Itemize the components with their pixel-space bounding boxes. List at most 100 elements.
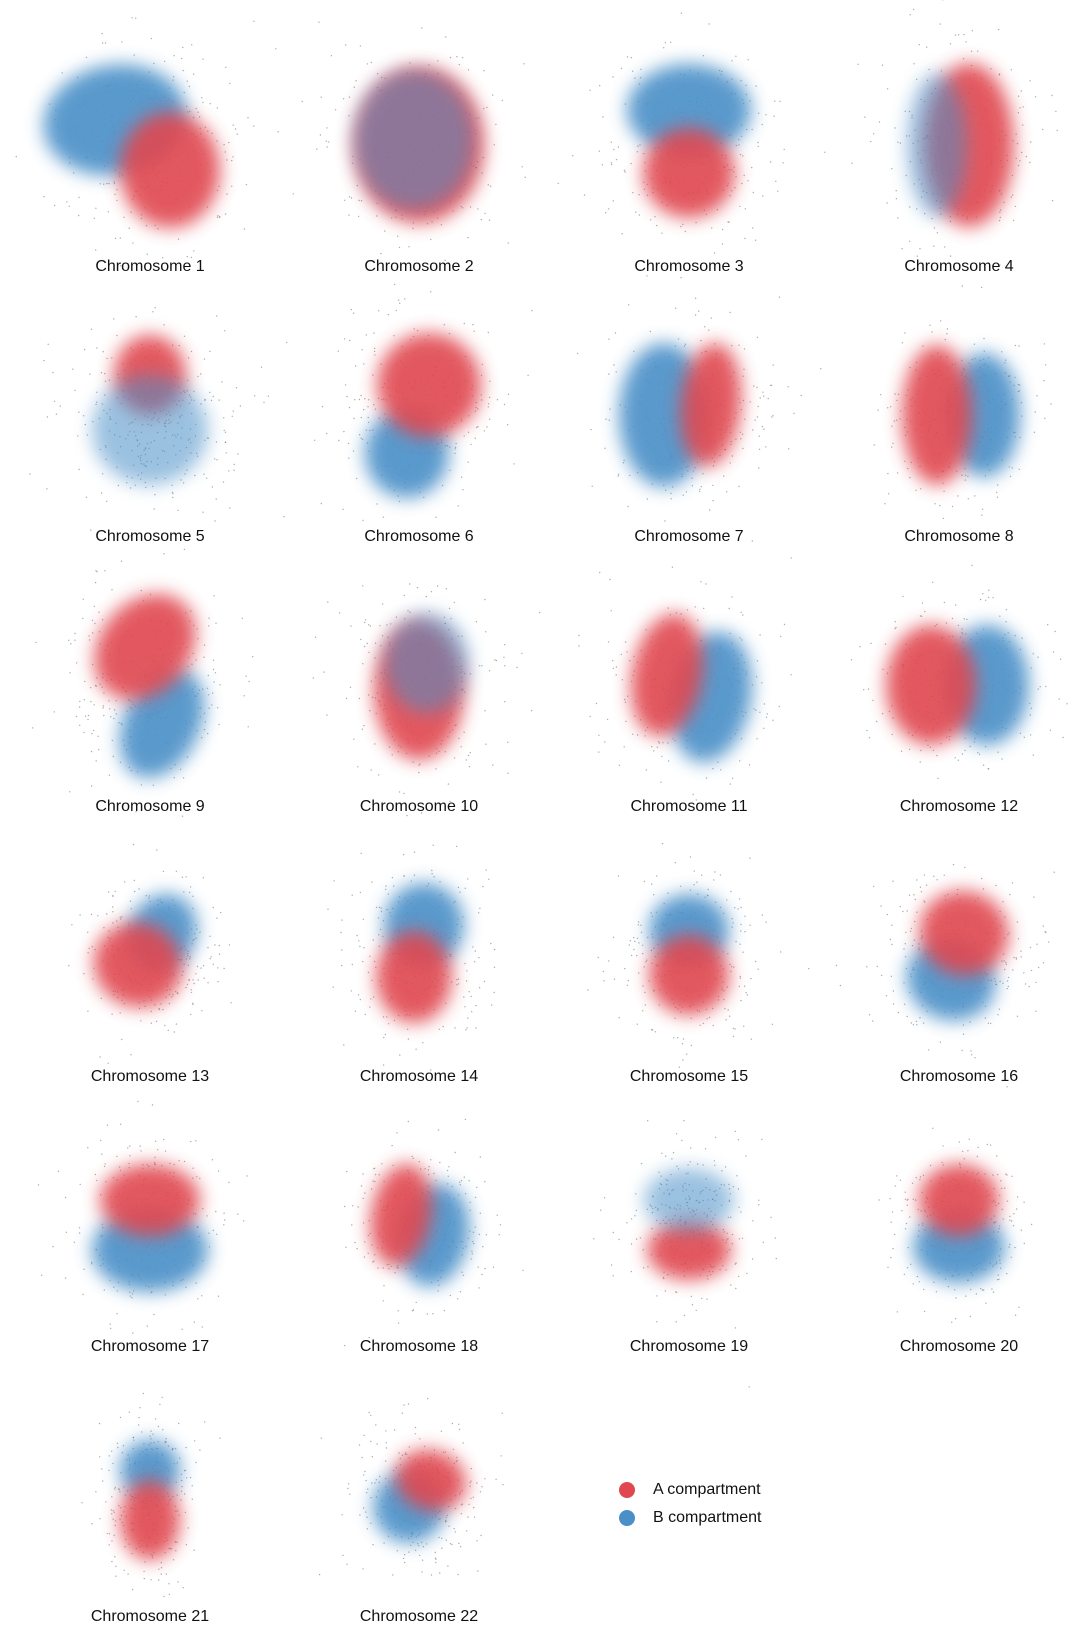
dot <box>698 310 700 312</box>
dot <box>962 1033 965 1035</box>
dot <box>1019 436 1021 439</box>
dot <box>625 720 627 723</box>
dot <box>350 197 353 199</box>
dot <box>354 399 356 401</box>
dot <box>342 98 345 100</box>
dot <box>193 982 195 985</box>
dot <box>922 1022 925 1024</box>
dot <box>973 343 976 345</box>
dot <box>181 57 183 60</box>
dot <box>431 221 433 223</box>
dot <box>1014 205 1017 208</box>
dot <box>707 888 709 891</box>
dot <box>478 987 481 989</box>
dot <box>939 504 941 507</box>
dot <box>900 750 903 752</box>
dot <box>1058 698 1060 700</box>
dot <box>1047 624 1049 626</box>
dot <box>943 601 946 604</box>
dot <box>413 874 416 876</box>
dot <box>634 715 636 717</box>
dot <box>153 62 155 65</box>
dot <box>133 54 135 56</box>
dot <box>656 224 658 227</box>
dot <box>944 338 946 341</box>
dot <box>346 395 348 398</box>
dot <box>638 214 640 216</box>
dot <box>197 638 199 640</box>
dot <box>243 228 246 230</box>
dot <box>749 401 751 403</box>
dot <box>190 610 192 612</box>
dot <box>970 1050 972 1052</box>
dot <box>996 491 998 494</box>
dot <box>527 374 529 376</box>
dot <box>267 395 270 397</box>
dot <box>382 935 384 938</box>
dot <box>152 311 154 313</box>
dot <box>345 44 347 46</box>
dot <box>327 908 329 910</box>
dot <box>773 115 775 117</box>
dot <box>761 914 763 916</box>
dot <box>478 665 481 667</box>
dot <box>120 560 123 562</box>
dot <box>381 635 384 637</box>
dot <box>488 670 491 672</box>
dot <box>754 419 756 421</box>
dot <box>999 216 1001 219</box>
dot <box>1012 194 1014 196</box>
dot <box>912 8 915 11</box>
dot <box>390 623 392 625</box>
dot <box>119 761 122 763</box>
dot <box>978 753 981 755</box>
dot <box>618 1017 620 1019</box>
dot <box>487 331 489 334</box>
dot <box>437 60 439 62</box>
dot <box>176 992 179 994</box>
dot <box>97 735 99 737</box>
dot <box>636 734 639 736</box>
dot <box>987 596 990 599</box>
dot <box>445 36 447 38</box>
dot <box>1008 466 1011 468</box>
dot <box>360 200 363 202</box>
dot <box>740 80 742 82</box>
dot <box>998 1008 1000 1010</box>
dot <box>210 956 212 958</box>
dot <box>694 297 697 299</box>
dot <box>193 250 195 252</box>
dot <box>925 884 928 886</box>
dot <box>622 462 625 464</box>
dot <box>904 943 906 945</box>
dot <box>964 749 966 752</box>
dot <box>150 37 153 40</box>
dot <box>997 28 1000 31</box>
dot <box>84 680 86 683</box>
dot <box>964 474 967 477</box>
dot <box>946 333 948 335</box>
dot <box>216 459 218 461</box>
dot <box>368 421 370 424</box>
dot <box>742 447 744 450</box>
dot <box>275 48 277 50</box>
dot <box>1005 963 1008 965</box>
dot <box>735 144 738 147</box>
dot <box>183 335 186 337</box>
dot <box>489 380 491 382</box>
dot <box>219 684 221 686</box>
dot <box>493 948 496 951</box>
dot <box>363 363 365 365</box>
dot <box>83 348 86 351</box>
dot <box>633 948 635 951</box>
dot <box>587 989 589 991</box>
dot <box>1014 634 1016 637</box>
dot <box>507 741 509 743</box>
dot <box>211 486 213 488</box>
dot <box>190 991 192 994</box>
dot <box>612 200 614 202</box>
dot <box>742 399 745 402</box>
dot <box>373 332 375 334</box>
dot <box>104 42 107 44</box>
dot <box>145 486 147 489</box>
